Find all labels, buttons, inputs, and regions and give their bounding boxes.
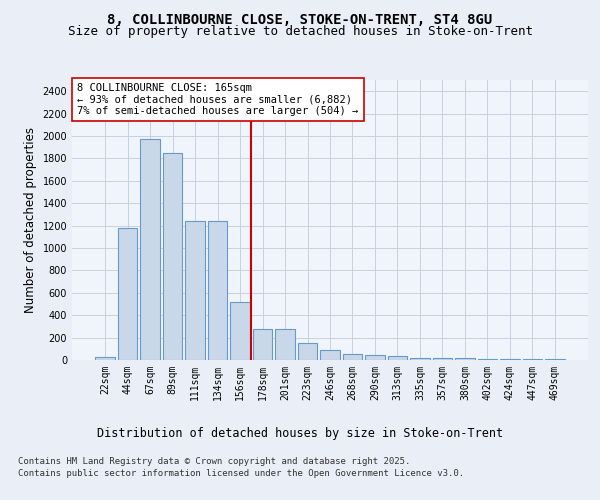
Bar — [433, 358, 452, 360]
Text: Distribution of detached houses by size in Stoke-on-Trent: Distribution of detached houses by size … — [97, 428, 503, 440]
Bar — [545, 359, 565, 360]
Bar — [410, 358, 430, 360]
Y-axis label: Number of detached properties: Number of detached properties — [24, 127, 37, 313]
Bar — [455, 358, 475, 360]
Text: 8 COLLINBOURNE CLOSE: 165sqm
← 93% of detached houses are smaller (6,882)
7% of : 8 COLLINBOURNE CLOSE: 165sqm ← 93% of de… — [77, 83, 358, 116]
Bar — [388, 356, 407, 360]
Bar — [343, 354, 362, 360]
Bar — [275, 329, 295, 360]
Bar — [230, 302, 250, 360]
Text: Contains HM Land Registry data © Crown copyright and database right 2025.: Contains HM Land Registry data © Crown c… — [18, 458, 410, 466]
Bar — [118, 228, 137, 360]
Bar — [365, 355, 385, 360]
Bar — [95, 356, 115, 360]
Bar — [163, 153, 182, 360]
Bar — [140, 139, 160, 360]
Text: 8, COLLINBOURNE CLOSE, STOKE-ON-TRENT, ST4 8GU: 8, COLLINBOURNE CLOSE, STOKE-ON-TRENT, S… — [107, 12, 493, 26]
Bar — [185, 221, 205, 360]
Bar — [208, 221, 227, 360]
Bar — [320, 350, 340, 360]
Bar — [298, 342, 317, 360]
Bar — [253, 329, 272, 360]
Text: Contains public sector information licensed under the Open Government Licence v3: Contains public sector information licen… — [18, 469, 464, 478]
Text: Size of property relative to detached houses in Stoke-on-Trent: Size of property relative to detached ho… — [67, 25, 533, 38]
